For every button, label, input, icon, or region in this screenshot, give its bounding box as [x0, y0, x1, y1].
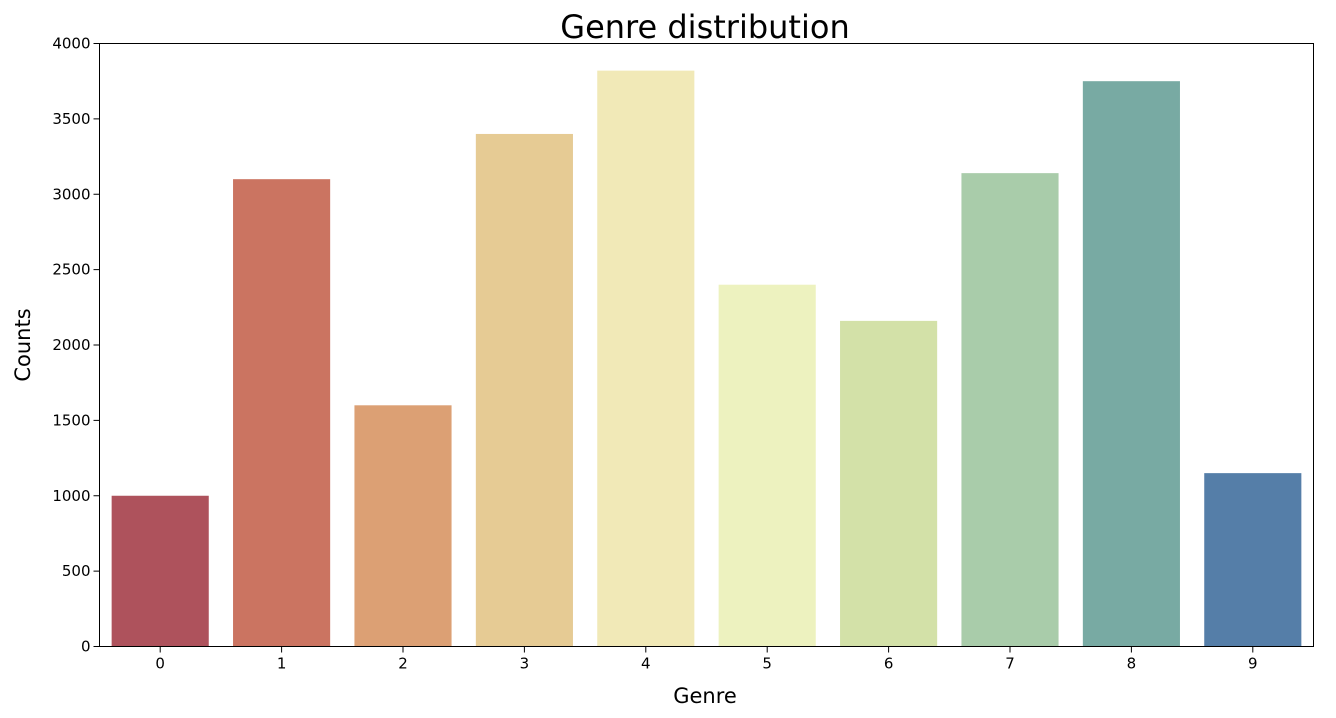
bar-genre-2	[354, 405, 452, 647]
bar-genre-7	[961, 173, 1059, 647]
x-axis: 0 1 2 3 4 5 6 7 8 9	[155, 646, 1258, 673]
y-tick-label: 0	[81, 638, 91, 656]
y-axis-label: Counts	[11, 308, 35, 381]
y-tick-label: 500	[62, 562, 91, 580]
y-tick-label: 1000	[52, 487, 90, 505]
x-tick-label: 7	[1005, 655, 1015, 673]
bar-genre-4	[597, 70, 695, 647]
x-tick-label: 5	[762, 655, 772, 673]
y-axis: 0 500 1000 1500 2000 2500 3000 3500 4000	[52, 35, 100, 656]
bar-genre-6	[840, 320, 938, 647]
bar-genre-9	[1204, 473, 1302, 647]
bar-genre-8	[1082, 81, 1180, 647]
plot-frame	[99, 43, 1314, 647]
x-tick-label: 2	[398, 655, 408, 673]
x-axis-label: Genre	[673, 684, 737, 708]
y-tick-label: 1500	[52, 411, 90, 429]
x-tick-label: 6	[884, 655, 894, 673]
x-tick-label: 3	[520, 655, 530, 673]
y-tick-label: 3000	[52, 185, 90, 203]
y-tick-label: 3500	[52, 110, 90, 128]
bar-genre-0	[111, 495, 209, 647]
x-tick-label: 4	[641, 655, 651, 673]
x-tick-label: 9	[1248, 655, 1258, 673]
chart-title: Genre distribution	[560, 8, 849, 46]
x-tick-label: 1	[277, 655, 287, 673]
x-tick-label: 0	[155, 655, 165, 673]
bars-group	[111, 70, 1302, 647]
y-tick-label: 4000	[52, 35, 90, 53]
y-tick-label: 2000	[52, 336, 90, 354]
bar-genre-3	[475, 133, 573, 647]
y-tick-label: 2500	[52, 261, 90, 279]
bar-genre-1	[233, 179, 331, 647]
x-tick-label: 8	[1127, 655, 1137, 673]
bar-genre-5	[718, 284, 816, 647]
